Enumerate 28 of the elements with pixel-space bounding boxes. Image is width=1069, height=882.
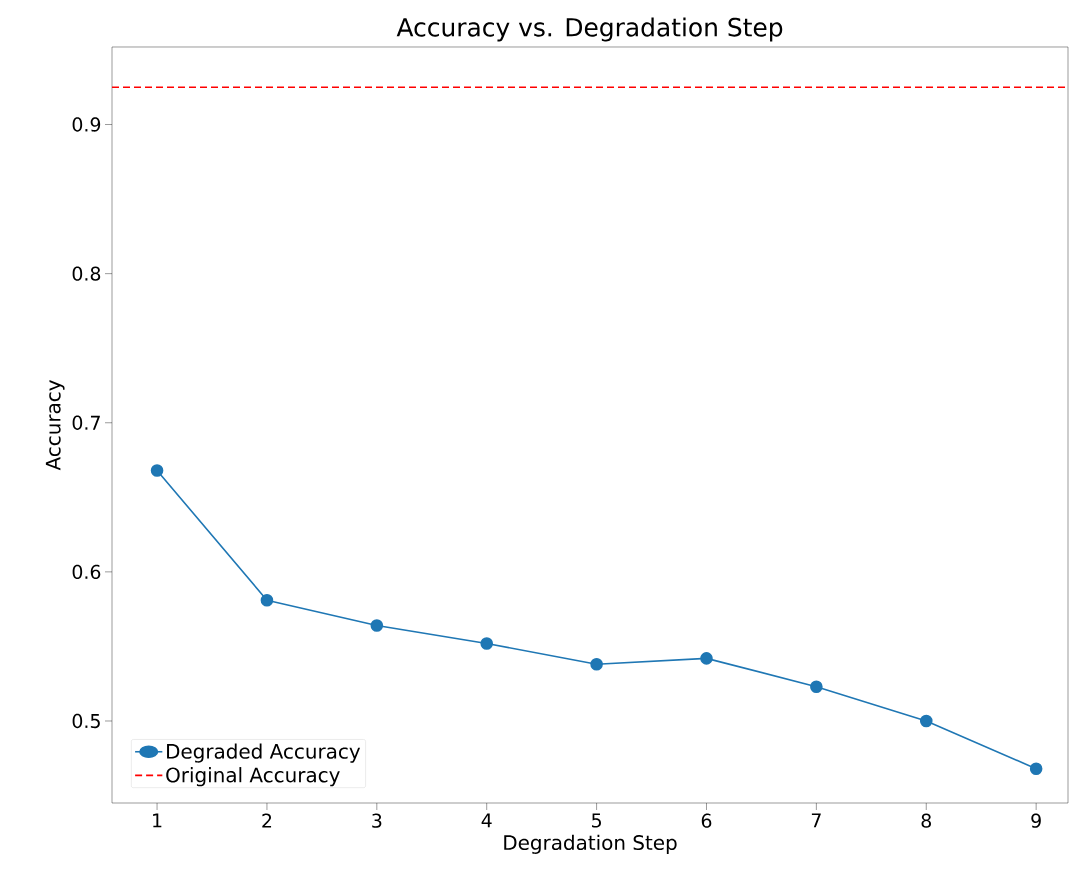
x-tick-label: 9 — [1031, 813, 1041, 828]
legend-label: Original Accuracy — [166, 767, 340, 787]
x-tick-label: 7 — [811, 813, 821, 828]
point — [810, 680, 823, 693]
y-axis-title: Accuracy — [45, 380, 65, 471]
legend-label: Degraded Accuracy — [167, 743, 361, 763]
point — [919, 714, 933, 728]
x-tick-label: 5 — [592, 813, 601, 828]
x-axis-title: Degradation Step — [504, 834, 677, 854]
point — [700, 652, 713, 665]
point — [590, 658, 603, 671]
x-tick-label: 2 — [262, 813, 272, 828]
y-tick-label: 0.6 — [72, 564, 101, 580]
x-tick-label: 8 — [921, 813, 931, 828]
y-tick-label: 0.8 — [72, 266, 101, 281]
x-tick-label: 6 — [701, 813, 712, 828]
y-tick-label: 0.5 — [72, 713, 100, 729]
x-tick-label: 1 — [153, 813, 162, 828]
point — [480, 637, 494, 650]
y-tick-label: 0.7 — [72, 415, 100, 430]
point — [260, 593, 274, 607]
chart-title: Accuracy vs. Degradation Step — [396, 17, 783, 42]
x-tick-label: 3 — [372, 813, 382, 828]
point — [150, 464, 164, 477]
point — [1029, 762, 1043, 775]
y-tick-label: 0.9 — [72, 117, 101, 132]
point — [370, 619, 384, 632]
x-tick-label: 4 — [481, 813, 492, 828]
